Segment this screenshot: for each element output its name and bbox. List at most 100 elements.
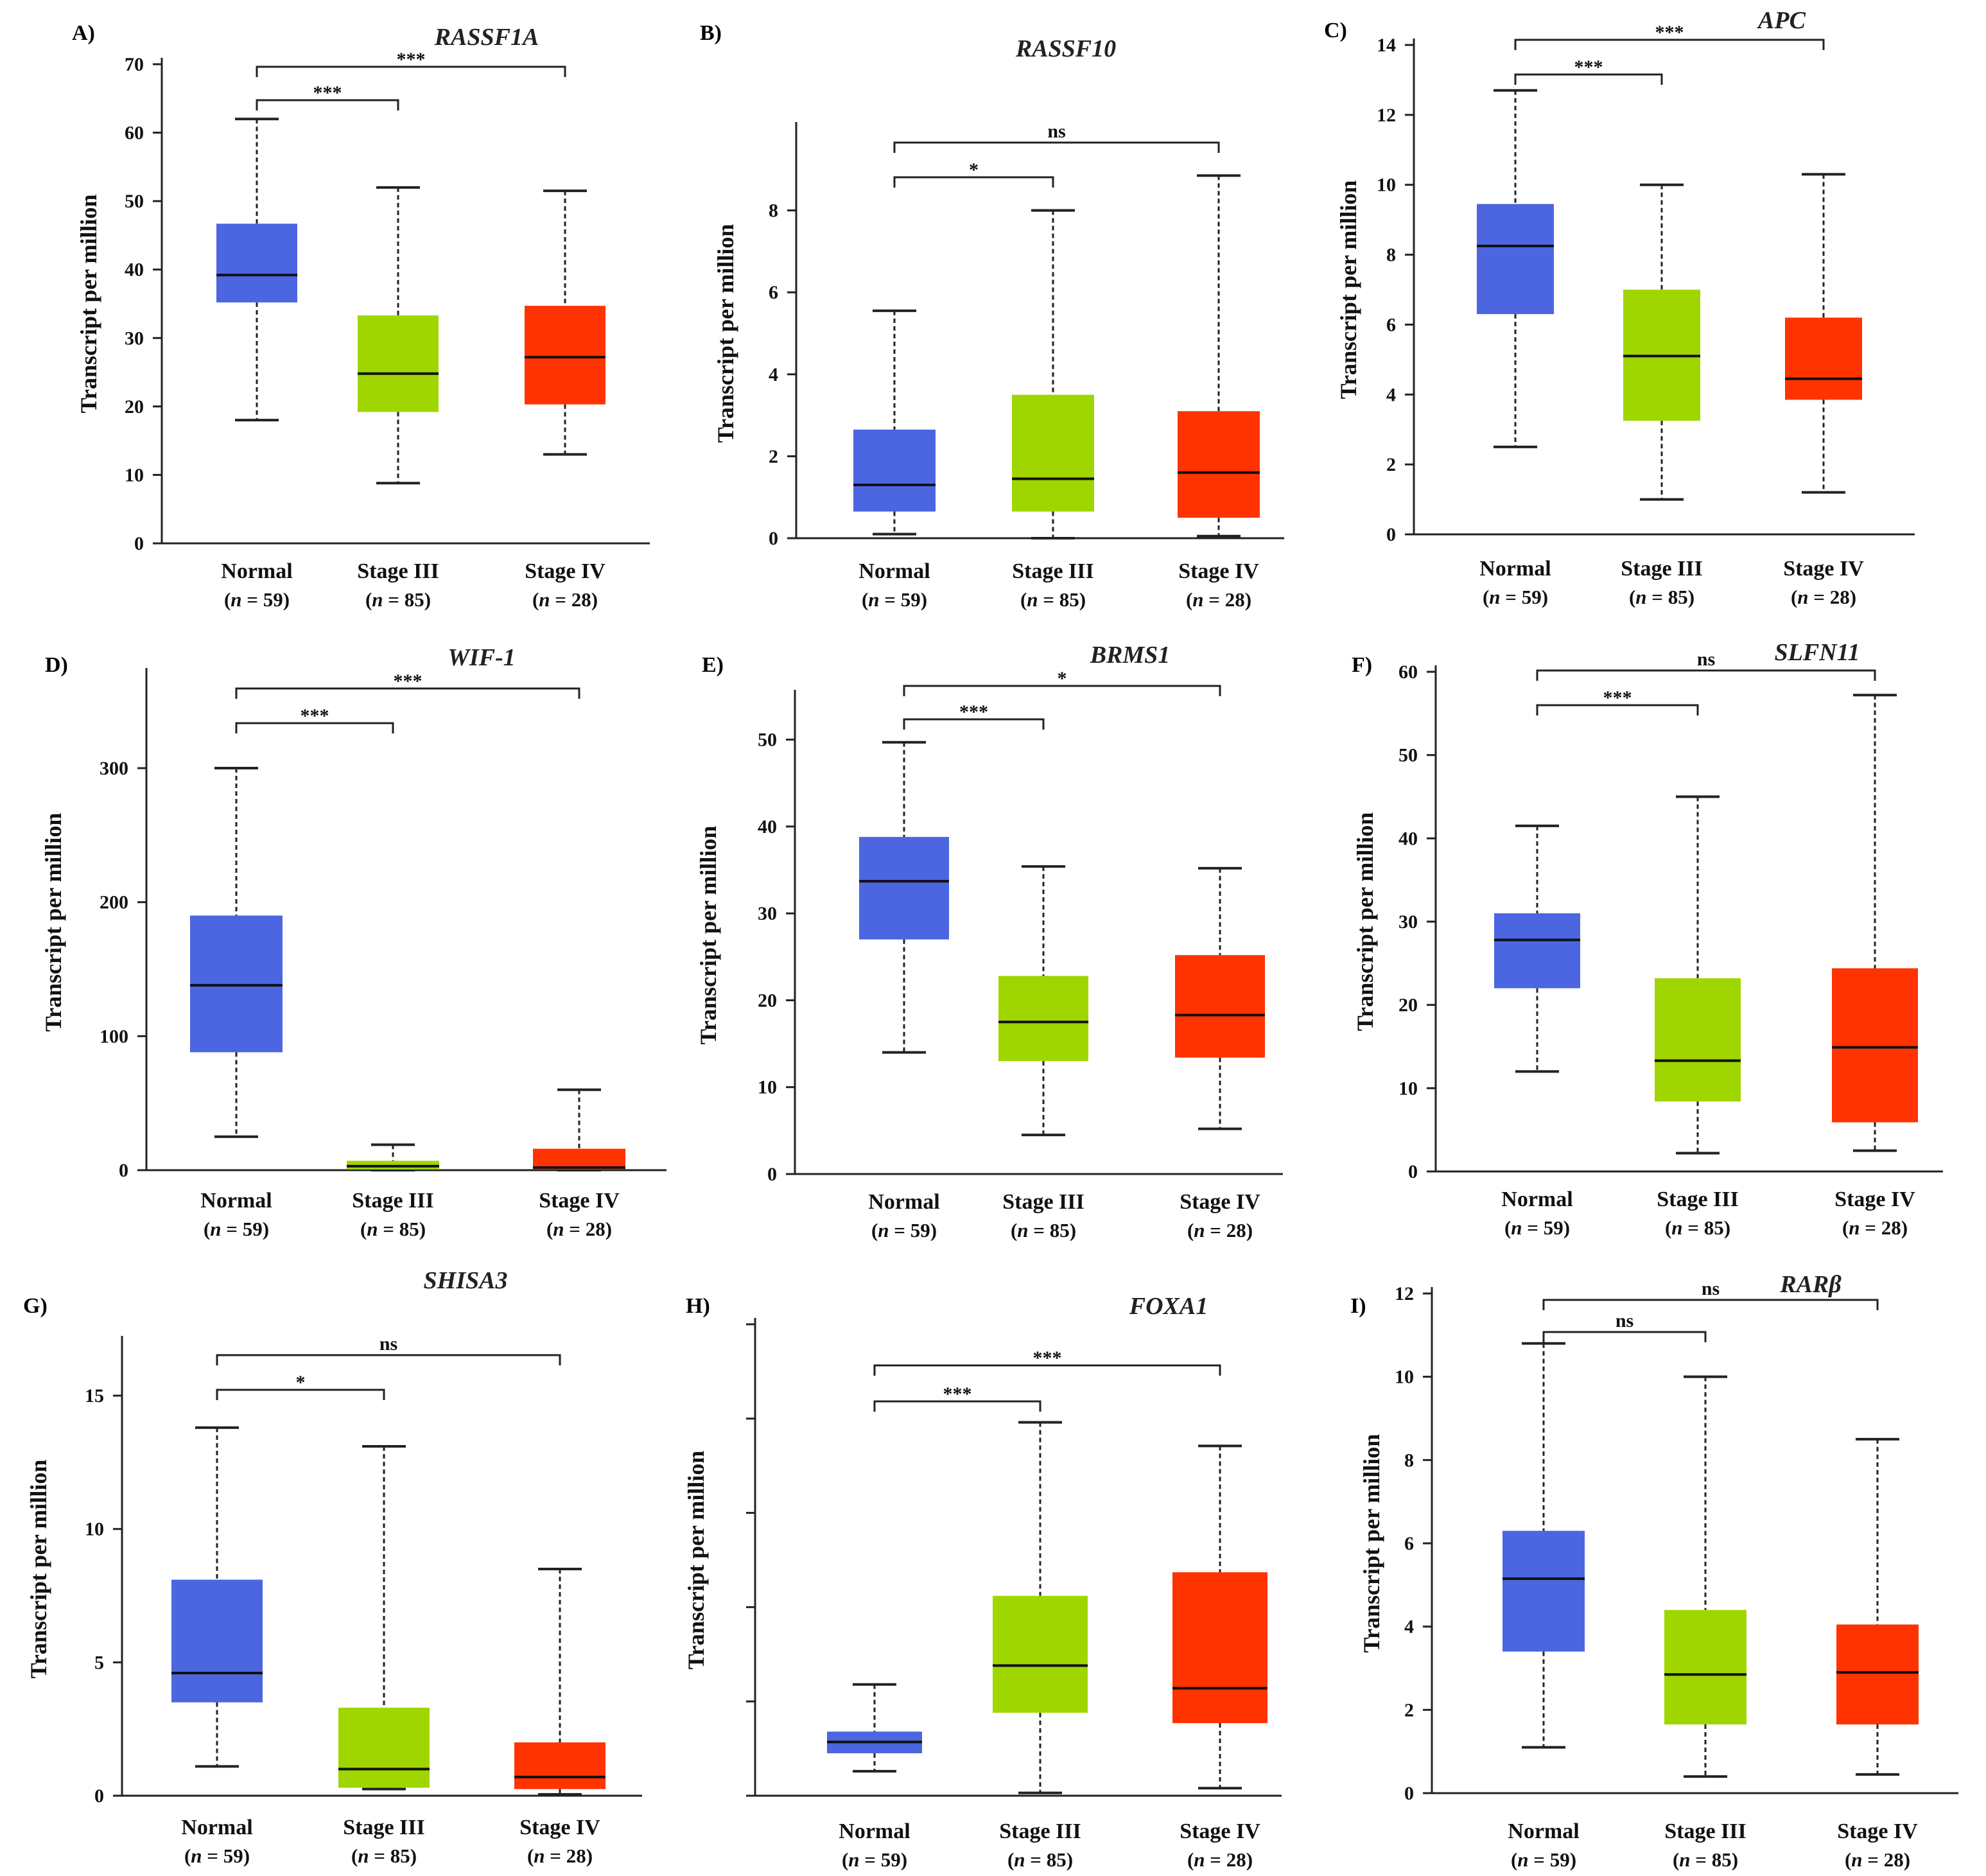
- y-tick-label: 50: [758, 730, 777, 751]
- box-normal: [853, 429, 936, 512]
- significance-label: ***: [301, 705, 329, 726]
- x-category-label: Stage III: [357, 559, 439, 583]
- x-sample-size-label: (n = 85): [1007, 1848, 1073, 1871]
- y-tick-label: 0: [1404, 1783, 1414, 1804]
- box-stage-iii: [1664, 1609, 1746, 1725]
- significance-bracket: [216, 1389, 385, 1400]
- y-tick-label: 50: [125, 191, 144, 212]
- chart-panel-c: C) APC 0 2 4 6 8 10 12 14 Transcript per million No…: [1324, 7, 1915, 608]
- x-sample-size-label: (n = 85): [351, 1845, 417, 1867]
- x-category-label: Stage III: [343, 1816, 425, 1839]
- y-tick-label: 6: [1404, 1533, 1414, 1554]
- x-sample-size-label: (n = 28): [1187, 1848, 1253, 1871]
- significance-bracket: [1542, 1331, 1707, 1342]
- gene-title: SHISA3: [424, 1267, 508, 1294]
- box-stage-iv: [533, 1148, 625, 1170]
- y-axis-label: Transcript per million: [683, 1451, 709, 1670]
- y-tick-label: 4: [769, 364, 778, 385]
- y-tick-label: 15: [85, 1385, 104, 1407]
- y-tick-label: 2: [769, 446, 778, 467]
- significance-bracket: [1536, 704, 1699, 715]
- chart-panel-d: D) WIF-1 0 100 200 300 Transcript per million N…: [40, 644, 666, 1240]
- significance-bracket: [1514, 39, 1825, 50]
- box-normal: [190, 915, 283, 1053]
- y-tick-label: 40: [1398, 828, 1418, 849]
- y-tick-label: 0: [119, 1160, 128, 1181]
- x-category-label: Stage III: [1664, 1819, 1746, 1843]
- significance-bracket: [256, 66, 566, 77]
- chart-panel-g: G) SHISA3 0 5 10 15 Transcript per million Norm…: [23, 1267, 642, 1867]
- x-sample-size-label: (n = 59): [871, 1219, 937, 1241]
- x-category-label: Stage III: [352, 1189, 434, 1213]
- box-normal: [216, 224, 297, 302]
- y-tick-label: 40: [125, 259, 144, 281]
- y-tick-label: 30: [1398, 911, 1418, 933]
- significance-label: ns: [1047, 121, 1065, 142]
- chart-panel-f: F) SLFN11 0 10 20 30 40 50 60 Transcript per mill…: [1352, 639, 1943, 1239]
- x-category-label: Stage IV: [1180, 1819, 1260, 1843]
- y-tick-label: 20: [758, 990, 777, 1011]
- x-sample-size-label: (n = 59): [184, 1845, 250, 1867]
- x-sample-size-label: (n = 59): [204, 1218, 269, 1240]
- significance-label: ***: [313, 82, 342, 103]
- significance-label: ns: [1697, 649, 1715, 670]
- gene-title: APC: [1757, 7, 1806, 34]
- x-category-label: Stage IV: [539, 1189, 620, 1213]
- x-category-label: Stage IV: [1834, 1188, 1915, 1211]
- panel-letter: F): [1352, 653, 1372, 677]
- y-tick-label: 50: [1398, 745, 1418, 766]
- y-tick-label: 0: [1386, 524, 1396, 545]
- chart-panel-e: E) BRMS1 0 10 20 30 40 50 Transcript per million…: [695, 642, 1283, 1241]
- box-stage-iv: [1785, 317, 1862, 400]
- x-sample-size-label: (n = 59): [862, 588, 927, 611]
- y-tick-label: 0: [767, 1164, 777, 1185]
- y-tick-label: 12: [1377, 105, 1396, 126]
- y-tick-label: 4: [1386, 384, 1396, 405]
- box-stage-iii: [358, 315, 439, 412]
- box-normal: [859, 837, 949, 940]
- y-tick-label: 5: [94, 1652, 104, 1673]
- y-axis-label: Transcript per million: [76, 195, 101, 414]
- x-sample-size-label: (n = 85): [1011, 1219, 1076, 1241]
- significance-label: ns: [1616, 1310, 1633, 1331]
- x-category-label: Stage IV: [1783, 557, 1864, 581]
- significance-label: *: [969, 159, 979, 180]
- significance-label: ***: [394, 671, 422, 692]
- significance-label: *: [1058, 668, 1067, 689]
- panel-letter: G): [23, 1294, 48, 1318]
- significance-label: ns: [379, 1333, 397, 1354]
- significance-bracket: [903, 718, 1045, 730]
- x-sample-size-label: (n = 59): [1504, 1216, 1570, 1239]
- y-tick-label: 0: [134, 533, 144, 554]
- y-tick-label: 30: [758, 903, 777, 924]
- significance-bracket: [256, 99, 399, 110]
- gene-title: RARβ: [1779, 1271, 1842, 1298]
- y-tick-label: 2: [1386, 454, 1396, 475]
- x-category-label: Normal: [858, 559, 930, 583]
- x-category-label: Stage IV: [1837, 1819, 1918, 1843]
- y-tick-label: 0: [94, 1785, 104, 1807]
- box-stage-iv: [1178, 411, 1260, 518]
- chart-panel-h: H) FOXA1 Transcript per million Normal (n = …: [683, 1293, 1282, 1871]
- box-stage-iii: [993, 1595, 1088, 1713]
- box-stage-iii: [338, 1707, 430, 1788]
- panel-letter: D): [45, 653, 68, 677]
- x-sample-size-label: (n = 28): [1791, 586, 1856, 608]
- significance-bracket: [216, 1354, 561, 1365]
- y-tick-label: 8: [769, 200, 778, 222]
- y-tick-label: 10: [1395, 1367, 1414, 1388]
- y-axis-label: Transcript per million: [1359, 1434, 1384, 1653]
- chart-panel-i: I) RARβ 0 2 4 6 8 10 12 Transcript per million Nor…: [1350, 1271, 1958, 1871]
- y-tick-label: 300: [100, 758, 128, 779]
- box-stage-iv: [1832, 968, 1918, 1123]
- x-sample-size-label: (n = 28): [1186, 588, 1251, 611]
- x-category-label: Normal: [868, 1190, 939, 1214]
- y-tick-label: 6: [1386, 314, 1396, 335]
- y-tick-label: 60: [125, 123, 144, 144]
- x-sample-size-label: (n = 59): [842, 1848, 907, 1871]
- significance-bracket: [873, 1364, 1221, 1376]
- box-stage-iv: [514, 1742, 605, 1789]
- x-sample-size-label: (n = 28): [546, 1218, 612, 1240]
- y-axis-label: Transcript per million: [40, 813, 66, 1032]
